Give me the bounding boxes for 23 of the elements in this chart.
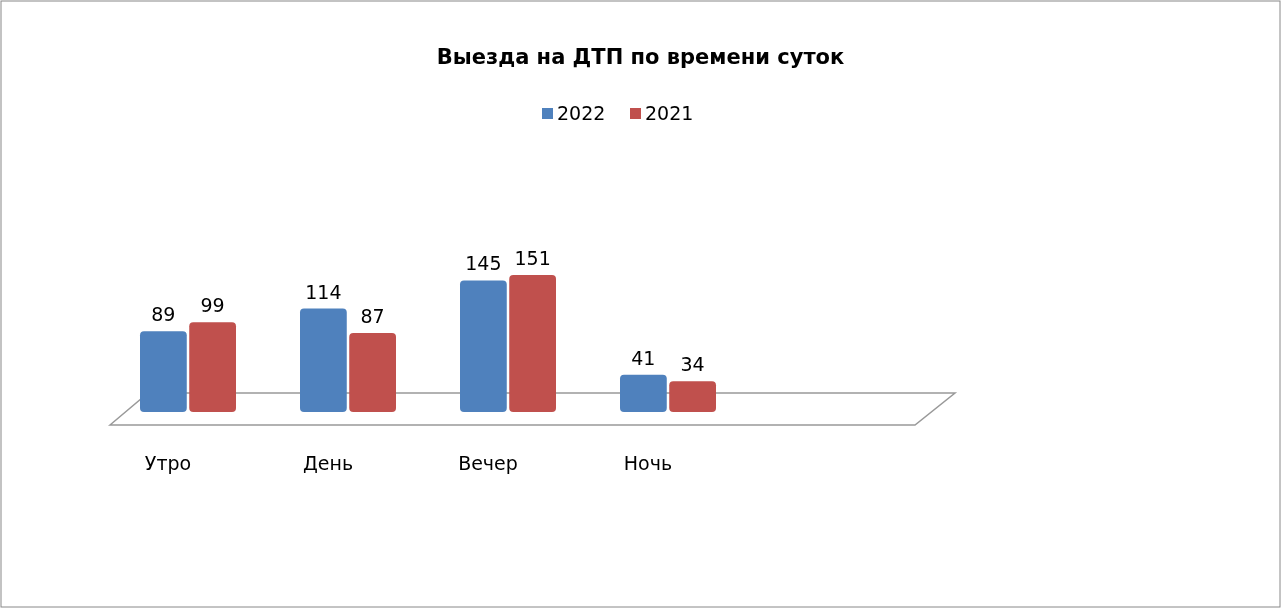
bar [189, 322, 236, 412]
x-tick-label: Утро [144, 452, 192, 474]
bar [509, 275, 556, 412]
legend-label: 2022 [557, 102, 606, 124]
bar [669, 381, 716, 412]
data-label: 151 [514, 247, 551, 269]
data-label: 34 [680, 353, 705, 376]
data-label: 145 [465, 252, 502, 275]
data-label: 41 [631, 346, 656, 369]
x-tick-label: День [302, 452, 354, 474]
bar [300, 308, 347, 412]
data-label: 114 [305, 280, 342, 303]
bar [620, 374, 667, 412]
bar [460, 280, 507, 412]
bar [140, 331, 187, 412]
x-tick-label: Вечер [458, 452, 518, 474]
legend-label: 2021 [645, 102, 694, 124]
x-tick-label: Ночь [623, 452, 673, 474]
chart-title: Выезда на ДТП по времени суток [436, 45, 845, 69]
data-label: 89 [151, 303, 176, 326]
bar [349, 333, 396, 412]
data-label: 87 [360, 305, 385, 328]
data-label: 99 [200, 294, 225, 317]
